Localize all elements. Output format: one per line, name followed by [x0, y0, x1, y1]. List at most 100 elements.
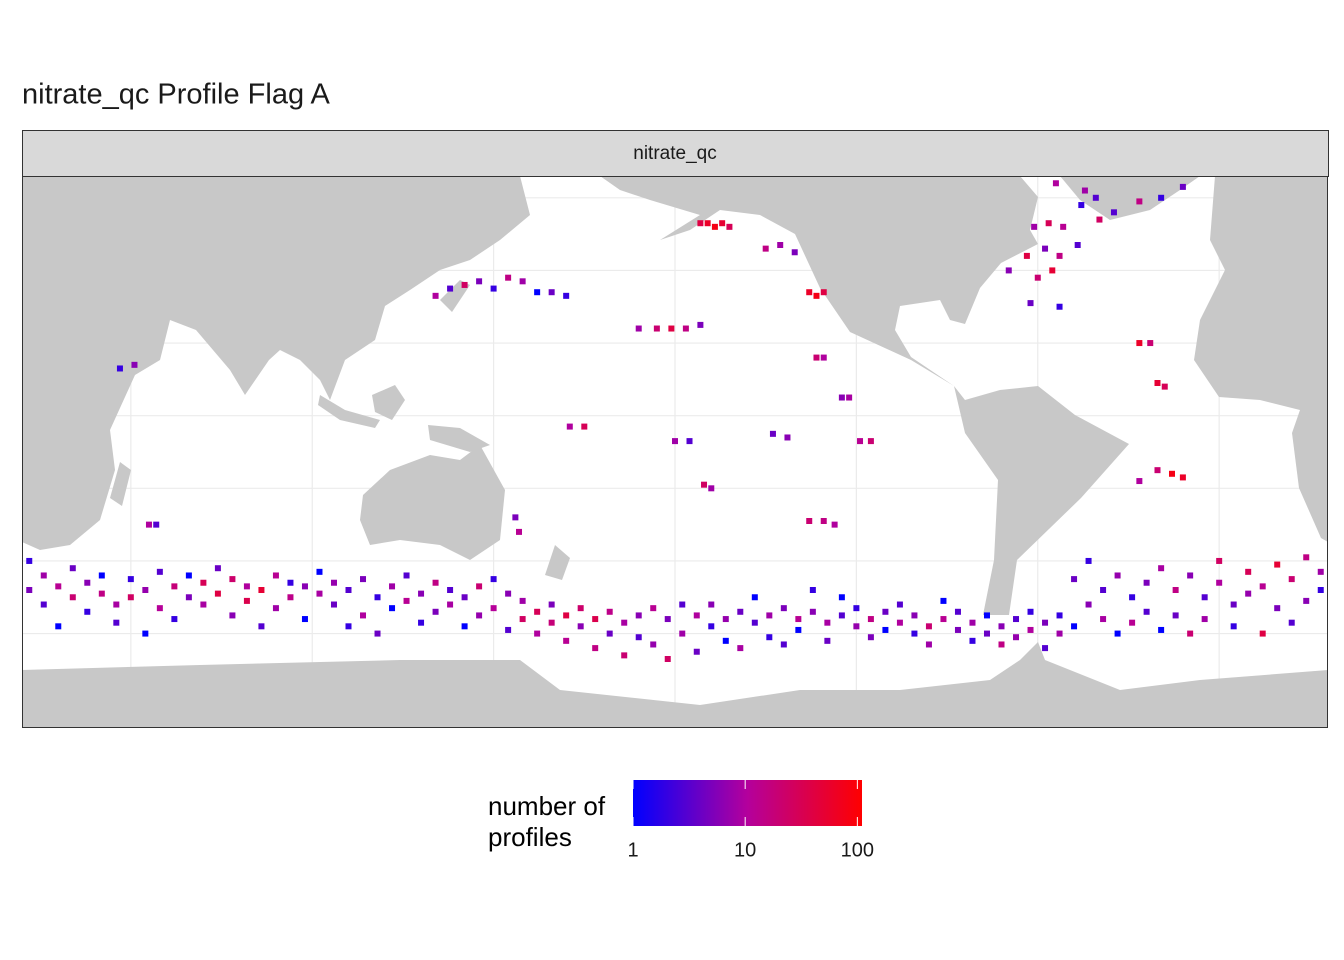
americas: [600, 176, 1129, 615]
cell: [403, 572, 410, 579]
cell: [704, 220, 711, 227]
cell: [809, 587, 816, 593]
strip: [22, 130, 1329, 177]
cell: [940, 597, 947, 604]
cell: [882, 626, 889, 633]
cell: [751, 594, 758, 601]
cell: [1085, 601, 1092, 608]
cell: [719, 220, 726, 227]
cell: [418, 590, 425, 597]
cell: [490, 576, 497, 583]
cell: [762, 245, 769, 252]
cell: [301, 616, 308, 623]
cell: [686, 438, 693, 445]
cell: [697, 321, 704, 328]
cell: [287, 594, 294, 601]
cell: [831, 521, 838, 528]
cell: [287, 579, 294, 586]
cell: [751, 619, 758, 626]
cell: [969, 637, 976, 644]
cell: [447, 285, 454, 292]
cell: [820, 354, 827, 361]
cell: [127, 576, 134, 583]
cell: [127, 594, 134, 601]
cell: [791, 249, 798, 256]
cell: [563, 612, 570, 619]
cell: [360, 612, 367, 619]
cell: [867, 616, 874, 623]
cell: [672, 438, 678, 445]
cell: [1045, 220, 1052, 227]
cell: [243, 597, 250, 604]
cell: [534, 289, 541, 296]
cell: [548, 619, 555, 626]
cell: [548, 601, 555, 608]
cell: [1023, 252, 1030, 259]
cell: [635, 634, 642, 641]
colorbar-tick-label: 1: [627, 839, 638, 861]
cell: [820, 289, 827, 296]
cell: [1169, 470, 1176, 477]
cell: [1147, 340, 1154, 347]
cell: [777, 242, 784, 248]
cell: [853, 623, 860, 630]
cell: [563, 292, 570, 299]
cell: [577, 605, 584, 612]
cell: [1158, 565, 1165, 572]
cell: [896, 619, 903, 626]
cell: [1136, 198, 1143, 205]
cell: [98, 590, 105, 597]
cell: [40, 601, 47, 608]
cell: [156, 605, 163, 612]
cell: [1230, 601, 1237, 608]
cell: [1201, 594, 1208, 601]
cell: [701, 481, 708, 488]
cell: [824, 637, 831, 644]
cell: [824, 619, 831, 626]
cell: [505, 590, 512, 597]
cell: [708, 485, 715, 492]
legend-title: number of profiles: [488, 791, 606, 852]
cell: [229, 612, 236, 619]
cell: [998, 623, 1005, 630]
cell: [853, 605, 860, 612]
cell: [214, 565, 221, 572]
cell: [1042, 619, 1049, 626]
cell: [867, 634, 874, 641]
cell: [722, 616, 729, 623]
cell: [664, 616, 671, 623]
cell: [1317, 568, 1324, 575]
cell: [476, 583, 483, 590]
japan: [440, 280, 470, 312]
cell: [171, 583, 178, 590]
cell: [330, 579, 337, 586]
cell: [635, 325, 642, 332]
cell: [476, 278, 483, 285]
cell: [1129, 619, 1136, 626]
cell: [1143, 608, 1150, 615]
europe-africa: [1194, 176, 1328, 542]
cell: [1060, 223, 1067, 230]
colorbar-tick-label: 10: [734, 839, 756, 861]
cell: [1245, 568, 1252, 575]
cell: [145, 521, 152, 528]
cell: [857, 438, 864, 445]
cell: [69, 565, 76, 572]
cell: [621, 652, 628, 659]
cell: [1034, 274, 1041, 281]
cell: [1013, 616, 1020, 623]
cell: [1071, 576, 1078, 583]
cell: [432, 608, 439, 615]
cell: [925, 623, 932, 630]
cell: [389, 605, 396, 612]
cell: [1100, 587, 1107, 593]
cell: [795, 616, 802, 623]
cell: [882, 608, 889, 615]
chart-title: nitrate_qc Profile Flag A: [22, 79, 331, 111]
cell: [1158, 626, 1165, 633]
cell: [780, 641, 787, 648]
cell: [813, 292, 820, 299]
cell: [911, 630, 918, 637]
cell: [1179, 183, 1186, 190]
cell: [185, 572, 192, 579]
